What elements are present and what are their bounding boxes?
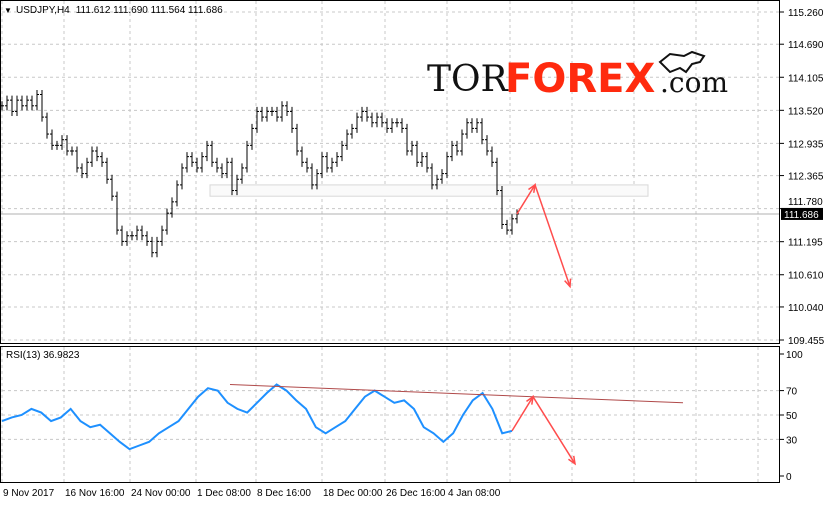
- rsi-tick-label: 30: [786, 435, 798, 446]
- rsi-label: RSI(13) 36.9823: [6, 350, 80, 361]
- resistance-zone: [209, 184, 649, 197]
- current-price-marker: [781, 207, 823, 220]
- rsi-trendline: [229, 384, 684, 404]
- price-tick-label: 111.780: [788, 197, 823, 208]
- time-tick-label: 8 Dec 16:00: [257, 488, 311, 499]
- time-tick-label: 18 Dec 00:00: [323, 488, 383, 499]
- rsi-tick-label: 50: [786, 411, 798, 422]
- rsi-tick-label: 70: [786, 387, 798, 398]
- price-tick-label: 112.365: [788, 172, 824, 183]
- price-tick-label: 114.105: [788, 73, 824, 84]
- price-tick-label: 113.520: [788, 106, 824, 117]
- arrowhead-icon: [528, 183, 537, 193]
- arrowhead-icon: [526, 395, 535, 405]
- price-tick-label: 111.195: [788, 238, 823, 249]
- price-chart-arrow-icon[interactable]: ▼: [4, 6, 12, 15]
- time-tick-label: 9 Nov 2017: [3, 488, 55, 499]
- arrowhead-icon: [564, 278, 572, 289]
- time-axis: 9 Nov 2017 16 Nov 16:00 24 Nov 00:00 1 Dec …: [3, 488, 501, 499]
- time-tick-label: 24 Nov 00:00: [131, 488, 191, 499]
- price-tick-label: 112.935: [788, 139, 824, 150]
- current-price-label: 111.686: [784, 210, 819, 221]
- price-forecast-path: [516, 183, 571, 287]
- rsi-line: [1, 383, 513, 451]
- price-axis: 115.260 114.690 114.105 113.520 112.935 112.3…: [780, 8, 824, 347]
- grid: [0, 1, 780, 482]
- rsi-axis: 100 70 50 30 0: [780, 350, 803, 483]
- time-tick-label: 26 Dec 16:00: [386, 488, 446, 499]
- time-tick-label: 16 Nov 16:00: [65, 488, 125, 499]
- price-tick-label: 109.455: [788, 336, 824, 347]
- logo: TOR FOREX .com: [427, 50, 728, 102]
- arrowhead-icon: [568, 455, 577, 466]
- rsi-panel-border: [0, 346, 780, 483]
- bull-logo-icon: [658, 50, 706, 74]
- ohlc-values: 111.612 111.690 111.564 111.686: [76, 5, 223, 16]
- price-panel-border: [0, 0, 780, 344]
- price-tick-label: 114.690: [788, 40, 824, 51]
- price-tick-label: 115.260: [788, 8, 824, 19]
- symbol-label: USDJPY,H4: [16, 5, 70, 16]
- rsi-forecast-path: [511, 395, 576, 465]
- time-tick-label: 4 Jan 08:00: [448, 488, 501, 499]
- rsi-tick-label: 100: [786, 350, 803, 361]
- rsi-series: [1, 383, 684, 451]
- rsi-forecast-arrows: [511, 395, 577, 466]
- price-candles: [0, 89, 519, 258]
- logo-forex: FOREX: [505, 56, 655, 102]
- price-tick-label: 110.610: [788, 271, 824, 282]
- rsi-tick-label: 0: [786, 472, 792, 483]
- price-tick-label: 110.040: [788, 303, 824, 314]
- price-forecast-arrows: [516, 183, 572, 289]
- logo-tor: TOR: [427, 59, 509, 100]
- time-tick-label: 1 Dec 08:00: [197, 488, 251, 499]
